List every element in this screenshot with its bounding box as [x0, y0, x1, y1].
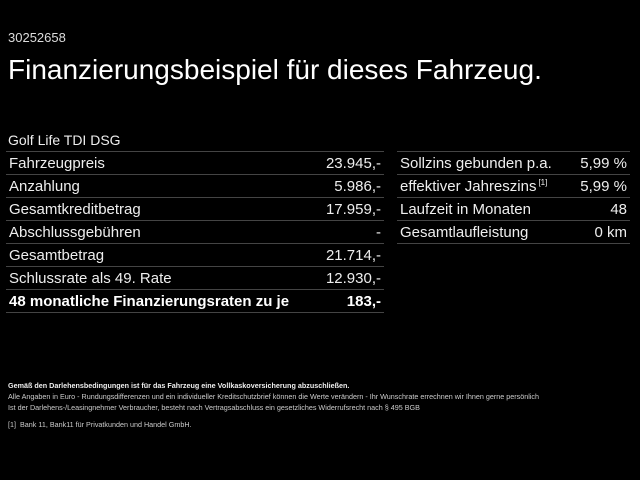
vehicle-model: Golf Life TDI DSG	[8, 132, 121, 148]
row-label: Anzahlung	[9, 177, 80, 195]
interest-table: Sollzins gebunden p.a. 5,99 % effektiver …	[397, 151, 630, 244]
financing-table: Fahrzeugpreis 23.945,- Anzahlung 5.986,- G…	[6, 151, 384, 313]
row-value: 23.945,-	[325, 154, 381, 172]
footnote-mark: [1]	[8, 420, 16, 429]
row-value: 17.959,-	[325, 200, 381, 218]
page-title: Finanzierungsbeispiel für dieses Fahrzeu…	[8, 54, 542, 85]
row-value: 12.930,-	[325, 269, 381, 287]
row-label: Abschlussgebühren	[9, 223, 141, 241]
row-label: Gesamtbetrag	[9, 246, 105, 264]
row-label: Laufzeit in Monaten	[400, 200, 531, 218]
row-value: 183,-	[346, 292, 381, 310]
table-row: Laufzeit in Monaten 48	[397, 198, 630, 221]
table-row: Fahrzeugpreis 23.945,-	[6, 152, 384, 175]
disclaimer-line: Ist der Darlehens-/Leasingnehmer Verbrau…	[8, 403, 420, 412]
row-value: 5,99 %	[580, 177, 627, 195]
footnote-ref: [1]	[538, 177, 548, 187]
row-label: effektiver Jahreszins	[400, 177, 537, 195]
footnote: [1] Bank 11, Bank11 für Privatkunden und…	[8, 419, 633, 430]
footnote-text: Bank 11, Bank11 für Privatkunden und Han…	[20, 420, 192, 429]
row-value: 48	[610, 200, 627, 218]
table-row: Gesamtkreditbetrag 17.959,-	[6, 198, 384, 221]
legal-notes: Gemäß den Darlehensbedingungen ist für d…	[8, 380, 633, 430]
row-value: 0 km	[594, 223, 627, 241]
table-row: Anzahlung 5.986,-	[6, 175, 384, 198]
table-row: Schlussrate als 49. Rate 12.930,-	[6, 267, 384, 290]
row-label: 48 monatliche Finanzierungsraten zu je	[9, 292, 290, 310]
row-label: Schlussrate als 49. Rate	[9, 269, 172, 287]
table-row: effektiver Jahreszins [1] 5,99 %	[397, 175, 630, 198]
row-value: 5.986,-	[334, 177, 381, 195]
row-label: Gesamtkreditbetrag	[9, 200, 141, 218]
table-row: Abschlussgebühren -	[6, 221, 384, 244]
row-label: Fahrzeugpreis	[9, 154, 105, 172]
offer-id: 30252658	[8, 30, 66, 45]
monthly-rate-row: 48 monatliche Finanzierungsraten zu je 18…	[6, 290, 384, 313]
row-label: Sollzins gebunden p.a.	[400, 154, 552, 172]
row-value: 21.714,-	[325, 246, 381, 264]
row-label: Gesamtlaufleistung	[400, 223, 529, 241]
table-row: Gesamtlaufleistung 0 km	[397, 221, 630, 244]
row-value: 5,99 %	[580, 154, 627, 172]
insurance-note: Gemäß den Darlehensbedingungen ist für d…	[8, 381, 350, 390]
table-row: Gesamtbetrag 21.714,-	[6, 244, 384, 267]
table-row: Sollzins gebunden p.a. 5,99 %	[397, 152, 630, 175]
disclaimer-line: Alle Angaben in Euro - Rundungsdifferenz…	[8, 392, 539, 401]
row-value: -	[376, 223, 381, 241]
